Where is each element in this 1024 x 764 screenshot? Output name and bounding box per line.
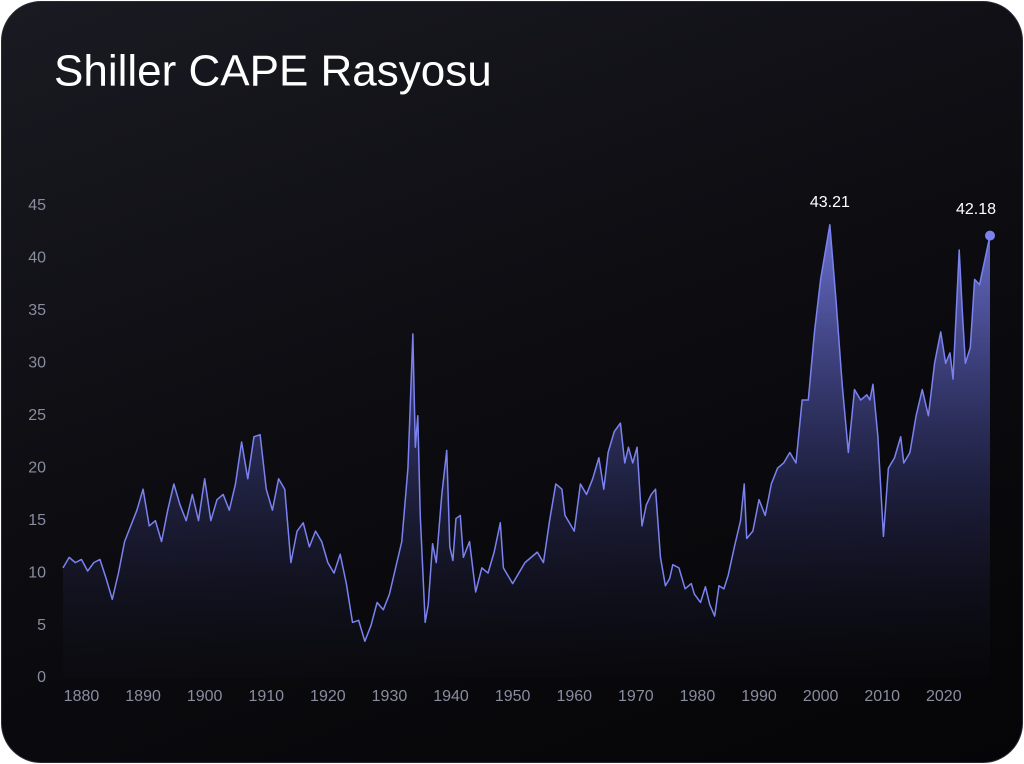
x-tick-label: 1960 bbox=[556, 688, 592, 705]
y-tick-label: 20 bbox=[28, 459, 46, 476]
y-tick-label: 10 bbox=[28, 564, 46, 581]
y-tick-label: 35 bbox=[28, 302, 46, 319]
x-tick-label: 1930 bbox=[372, 688, 408, 705]
x-tick-label: 1980 bbox=[680, 688, 716, 705]
x-tick-label: 2010 bbox=[864, 688, 900, 705]
x-tick-label: 1940 bbox=[433, 688, 469, 705]
end-point bbox=[985, 230, 995, 241]
chart-title: Shiller CAPE Rasyosu bbox=[54, 47, 492, 96]
x-tick-label: 1900 bbox=[187, 688, 223, 705]
x-tick-label: 1880 bbox=[64, 688, 100, 705]
line bbox=[62, 224, 991, 643]
y-tick-label: 25 bbox=[28, 407, 46, 424]
y-tick-label: 0 bbox=[37, 669, 46, 686]
y-tick-label: 30 bbox=[28, 355, 46, 372]
y-tick-label: 40 bbox=[28, 250, 46, 267]
value-label: 42.18 bbox=[956, 201, 996, 218]
x-tick-label: 1910 bbox=[248, 688, 284, 705]
value-label: 43.21 bbox=[810, 194, 850, 211]
x-tick-label: 2020 bbox=[926, 688, 962, 705]
x-tick-label: 1950 bbox=[495, 688, 531, 705]
x-tick-label: 1890 bbox=[125, 688, 161, 705]
x-tick-label: 2000 bbox=[803, 688, 839, 705]
y-tick-label: 45 bbox=[28, 197, 46, 214]
area-fill bbox=[63, 224, 990, 678]
y-tick-label: 5 bbox=[37, 617, 46, 634]
x-tick-label: 1970 bbox=[618, 688, 654, 705]
x-tick-label: 1990 bbox=[741, 688, 777, 705]
x-tick-label: 1920 bbox=[310, 688, 346, 705]
y-tick-label: 15 bbox=[28, 512, 46, 529]
